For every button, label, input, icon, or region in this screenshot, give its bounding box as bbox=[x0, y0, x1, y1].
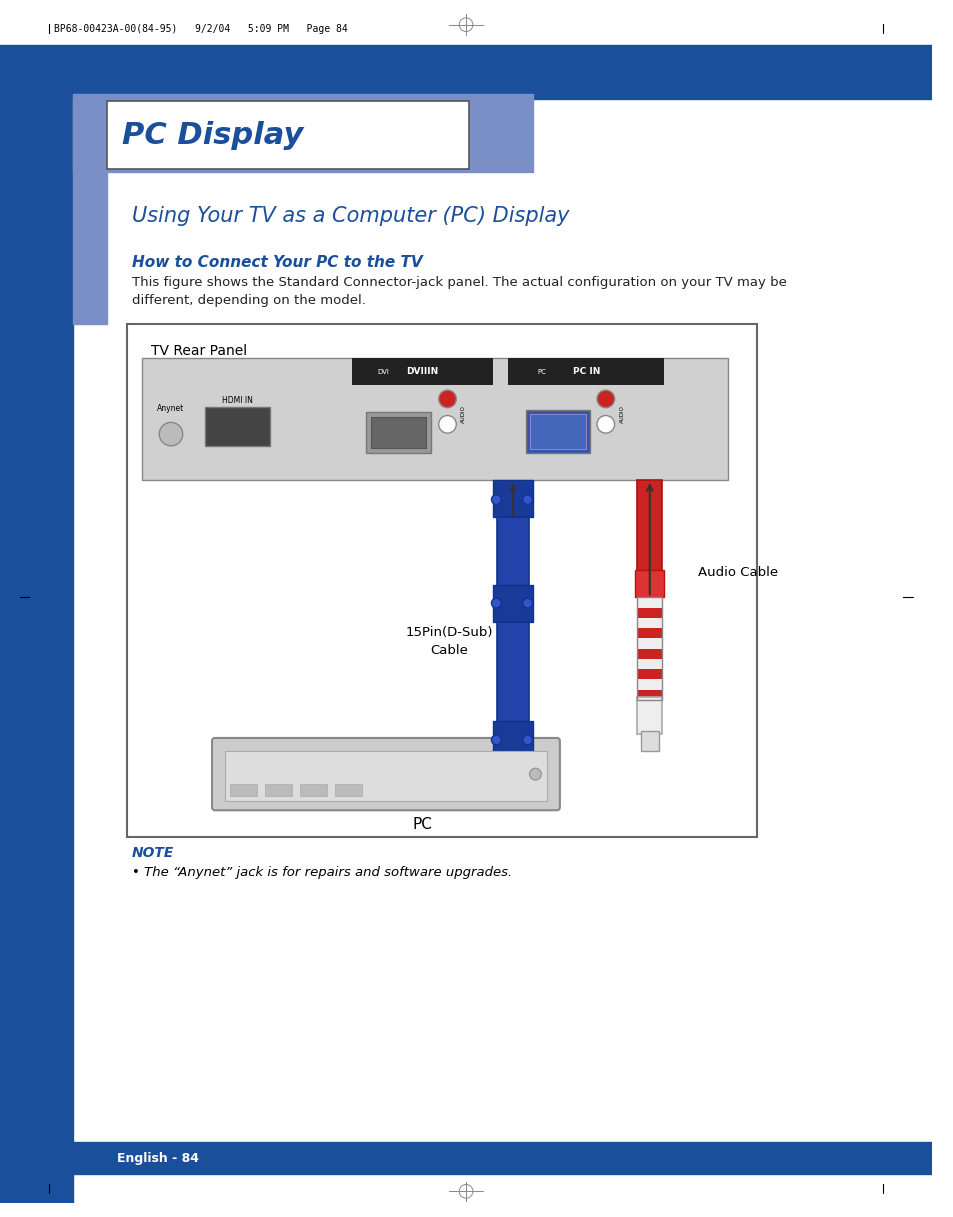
Text: 15Pin(D-Sub)
Cable: 15Pin(D-Sub) Cable bbox=[405, 626, 493, 657]
Bar bbox=[637, 607, 661, 618]
Text: NOTE: NOTE bbox=[132, 846, 174, 860]
Bar bbox=[497, 517, 528, 593]
Bar bbox=[225, 751, 547, 802]
Circle shape bbox=[522, 494, 532, 504]
Text: AUDIO: AUDIO bbox=[618, 404, 624, 422]
Text: PC: PC bbox=[537, 369, 546, 375]
Text: TV Rear Panel: TV Rear Panel bbox=[152, 344, 248, 358]
Bar bbox=[637, 638, 661, 649]
Circle shape bbox=[597, 415, 614, 433]
FancyBboxPatch shape bbox=[108, 101, 469, 169]
Circle shape bbox=[522, 599, 532, 608]
Bar bbox=[299, 784, 327, 796]
Bar bbox=[0, 99, 73, 1204]
Bar bbox=[497, 622, 528, 724]
Bar bbox=[352, 358, 493, 386]
Text: HDMI IN: HDMI IN bbox=[222, 397, 253, 405]
Text: DVIIIN: DVIIIN bbox=[406, 368, 438, 376]
Bar bbox=[637, 697, 661, 734]
Text: Audio Cable: Audio Cable bbox=[697, 566, 777, 579]
Text: PC: PC bbox=[413, 818, 432, 832]
FancyBboxPatch shape bbox=[212, 738, 559, 811]
Circle shape bbox=[529, 768, 540, 780]
Bar bbox=[637, 628, 661, 638]
Circle shape bbox=[438, 415, 456, 433]
Bar bbox=[637, 479, 661, 573]
Circle shape bbox=[597, 391, 614, 408]
Circle shape bbox=[491, 735, 500, 745]
Text: DVI: DVI bbox=[376, 369, 389, 375]
Bar bbox=[493, 722, 532, 758]
Bar bbox=[508, 358, 663, 386]
Bar bbox=[142, 358, 727, 479]
Bar bbox=[265, 784, 292, 796]
Bar bbox=[640, 731, 658, 751]
Bar bbox=[635, 570, 663, 598]
Bar bbox=[637, 679, 661, 690]
Bar bbox=[0, 1143, 931, 1173]
Bar bbox=[230, 784, 256, 796]
Text: This figure shows the Standard Connector-jack panel. The actual configuration on: This figure shows the Standard Connector… bbox=[132, 276, 786, 290]
Text: • The “Anynet” jack is for repairs and software upgrades.: • The “Anynet” jack is for repairs and s… bbox=[132, 867, 512, 880]
Bar bbox=[73, 94, 532, 173]
Bar bbox=[637, 598, 661, 607]
Circle shape bbox=[159, 422, 183, 445]
Text: AUDIO: AUDIO bbox=[460, 404, 466, 422]
Bar bbox=[637, 618, 661, 628]
Circle shape bbox=[491, 599, 500, 608]
Bar bbox=[73, 99, 108, 324]
Circle shape bbox=[438, 391, 456, 408]
Bar bbox=[366, 411, 431, 453]
Bar bbox=[637, 649, 661, 658]
Text: BP68-00423A-00(84-95)   9/2/04   5:09 PM   Page 84: BP68-00423A-00(84-95) 9/2/04 5:09 PM Pag… bbox=[53, 23, 347, 34]
Text: different, depending on the model.: different, depending on the model. bbox=[132, 293, 365, 307]
Bar bbox=[637, 690, 661, 700]
Text: PC IN: PC IN bbox=[572, 368, 599, 376]
Bar bbox=[637, 658, 661, 669]
Text: How to Connect Your PC to the TV: How to Connect Your PC to the TV bbox=[132, 254, 422, 270]
Bar bbox=[335, 784, 362, 796]
Bar bbox=[127, 324, 757, 836]
Bar bbox=[493, 479, 532, 517]
Bar bbox=[205, 406, 270, 445]
Text: English - 84: English - 84 bbox=[117, 1151, 199, 1165]
Text: Anynet: Anynet bbox=[157, 404, 185, 414]
Circle shape bbox=[522, 735, 532, 745]
Bar bbox=[637, 669, 661, 679]
Bar bbox=[371, 416, 426, 448]
Text: PC Display: PC Display bbox=[122, 120, 303, 150]
Bar bbox=[0, 45, 931, 99]
Text: Using Your TV as a Computer (PC) Display: Using Your TV as a Computer (PC) Display bbox=[132, 206, 569, 226]
Bar bbox=[525, 410, 590, 453]
Bar bbox=[637, 598, 661, 700]
Circle shape bbox=[491, 494, 500, 504]
Bar bbox=[529, 414, 586, 449]
Bar bbox=[493, 584, 532, 622]
